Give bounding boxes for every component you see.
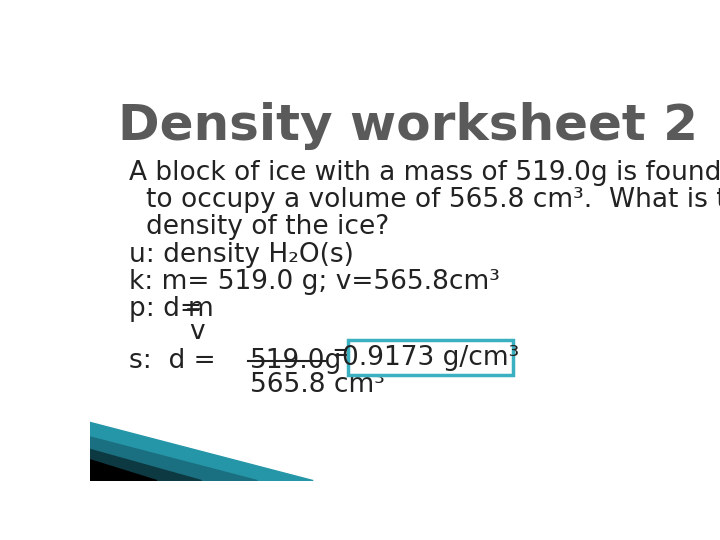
Text: =: = bbox=[331, 341, 353, 367]
Text: v: v bbox=[189, 319, 205, 345]
Polygon shape bbox=[90, 437, 258, 481]
Text: A block of ice with a mass of 519.0g is found: A block of ice with a mass of 519.0g is … bbox=[129, 160, 720, 186]
Text: s:  d =: s: d = bbox=[129, 348, 224, 374]
Text: m: m bbox=[188, 295, 213, 321]
Polygon shape bbox=[90, 460, 157, 481]
Polygon shape bbox=[90, 449, 202, 481]
Text: Density worksheet 2  problem 4: Density worksheet 2 problem 4 bbox=[118, 102, 720, 150]
Text: k: m= 519.0 g; v=565.8cm³: k: m= 519.0 g; v=565.8cm³ bbox=[129, 268, 500, 294]
Text: 565.8 cm³: 565.8 cm³ bbox=[250, 372, 385, 397]
Text: 0.9173 g/cm³: 0.9173 g/cm³ bbox=[342, 345, 519, 370]
Text: p: d=: p: d= bbox=[129, 295, 210, 321]
Text: 519.0g: 519.0g bbox=[250, 348, 343, 374]
Text: to occupy a volume of 565.8 cm³.  What is the: to occupy a volume of 565.8 cm³. What is… bbox=[145, 187, 720, 213]
Polygon shape bbox=[90, 422, 313, 481]
FancyBboxPatch shape bbox=[348, 341, 513, 375]
Text: density of the ice?: density of the ice? bbox=[145, 214, 389, 240]
Text: u: density H₂O(s): u: density H₂O(s) bbox=[129, 241, 354, 267]
